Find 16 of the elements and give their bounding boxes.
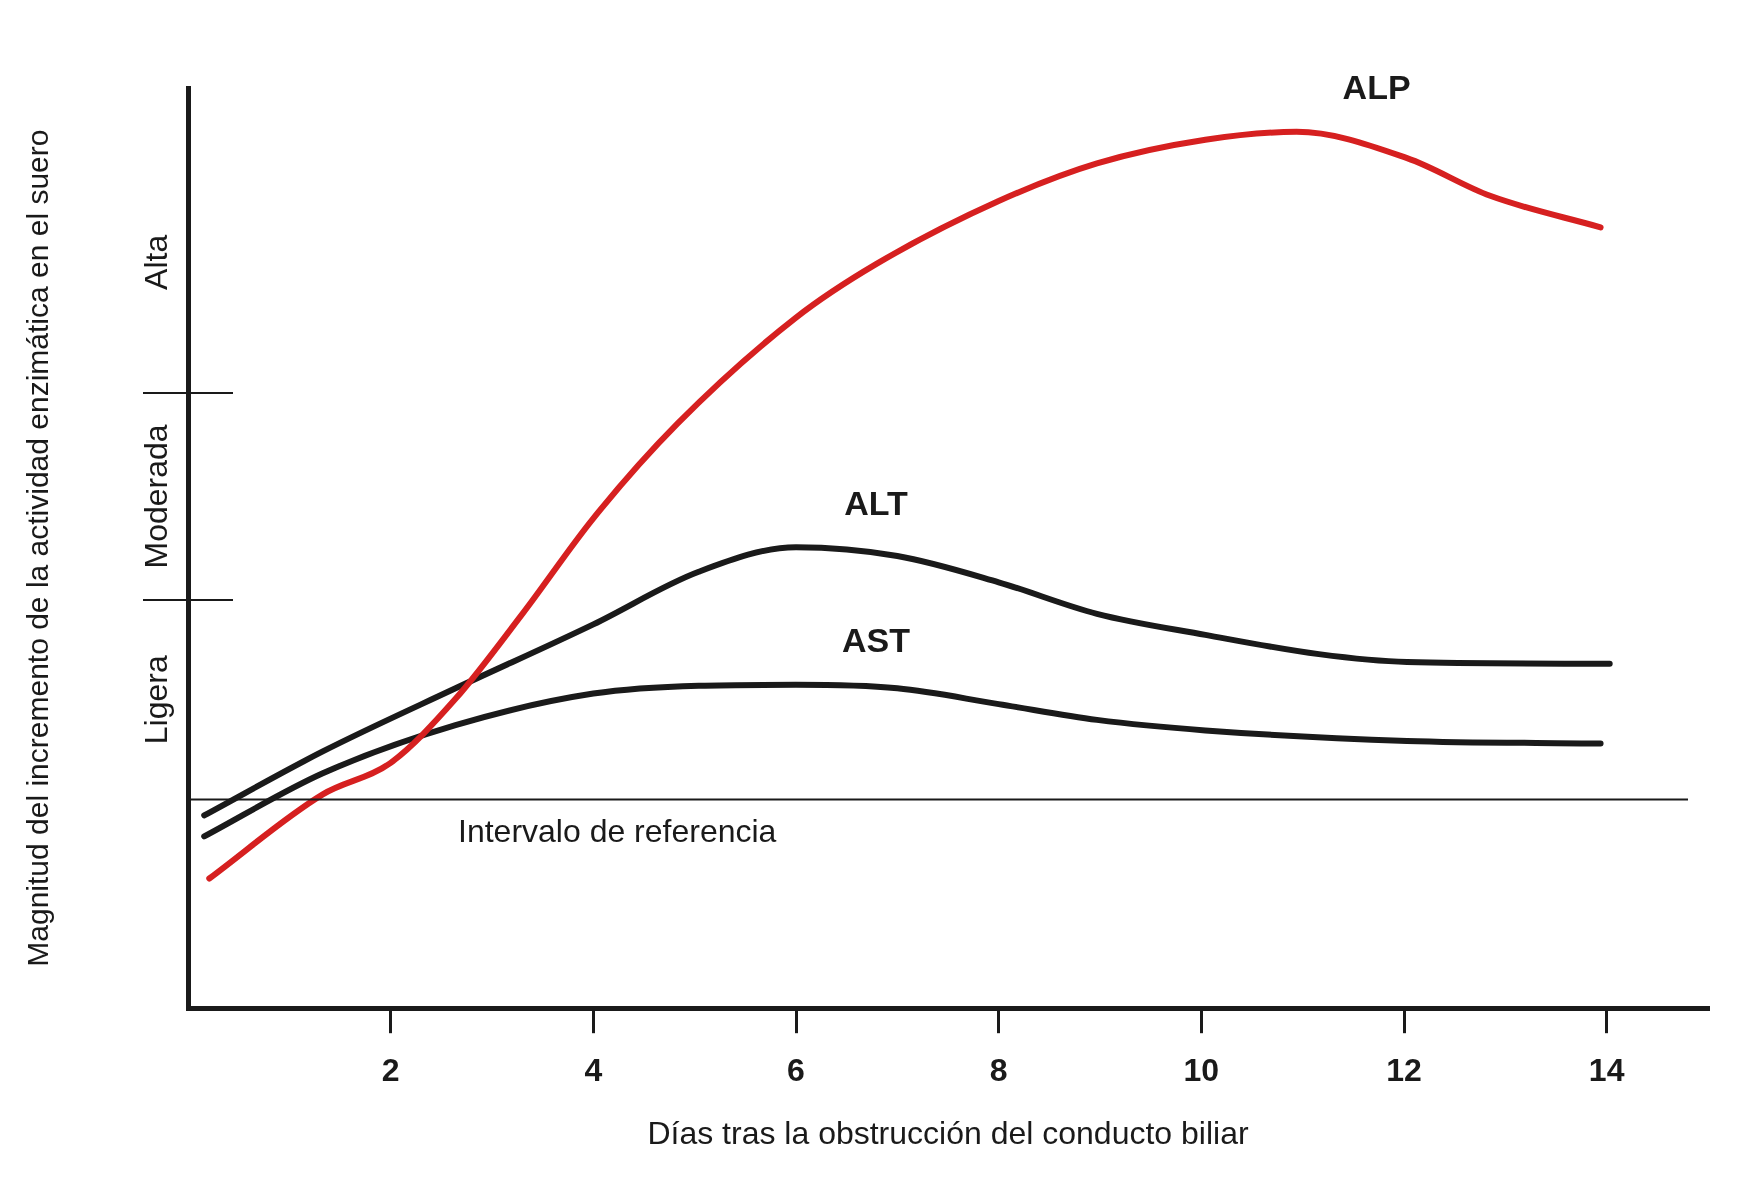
x-tick-label: 10 — [1183, 1052, 1220, 1089]
x-tick-label: 8 — [989, 1052, 1008, 1089]
text: Ligera — [137, 655, 174, 745]
x-tick-label: 14 — [1588, 1052, 1625, 1089]
ref-line-label: Intervalo de referencia — [458, 813, 777, 850]
series-label: AST — [842, 621, 911, 660]
series-label: ALP — [1342, 68, 1411, 107]
x-tick-label: 4 — [584, 1052, 603, 1089]
y-axis-title: Magnitud del incremento de la actividad enzimática en el suero — [21, 129, 55, 967]
x-tick-label: 12 — [1386, 1052, 1422, 1089]
x-axis-title: Días tras la obstrucción del conducto biliar — [647, 1114, 1249, 1151]
text: Alta — [137, 234, 174, 290]
series-label: ALT — [844, 483, 909, 522]
text: Moderada — [137, 424, 174, 569]
x-tick-label: 2 — [381, 1052, 400, 1089]
x-tick-label: 6 — [787, 1052, 805, 1089]
